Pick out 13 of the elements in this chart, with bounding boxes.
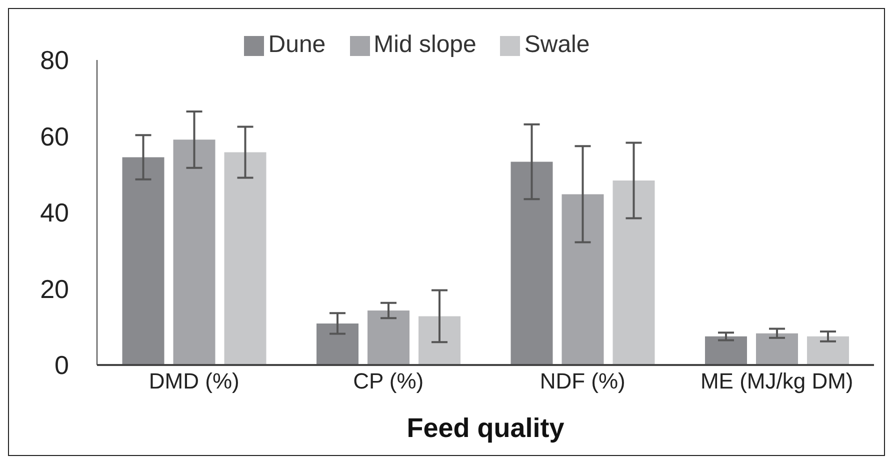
legend-label: Swale	[524, 31, 590, 58]
y-tick-label: 60	[40, 121, 69, 152]
x-tick-label: ME (MJ/kg DM)	[700, 368, 854, 394]
y-tick-label: 80	[40, 45, 69, 76]
legend-label: Mid slope	[374, 31, 476, 58]
x-axis-title: Feed quality	[406, 413, 564, 443]
y-tick-label: 40	[40, 198, 69, 228]
x-tick-label: CP (%)	[353, 368, 424, 394]
y-tick-label: 0	[54, 350, 69, 380]
y-tick-label: 20	[40, 274, 69, 304]
x-tick-label: DMD (%)	[148, 368, 240, 394]
x-tick-label: NDF (%)	[540, 368, 626, 394]
legend-label: Dune	[268, 31, 326, 58]
